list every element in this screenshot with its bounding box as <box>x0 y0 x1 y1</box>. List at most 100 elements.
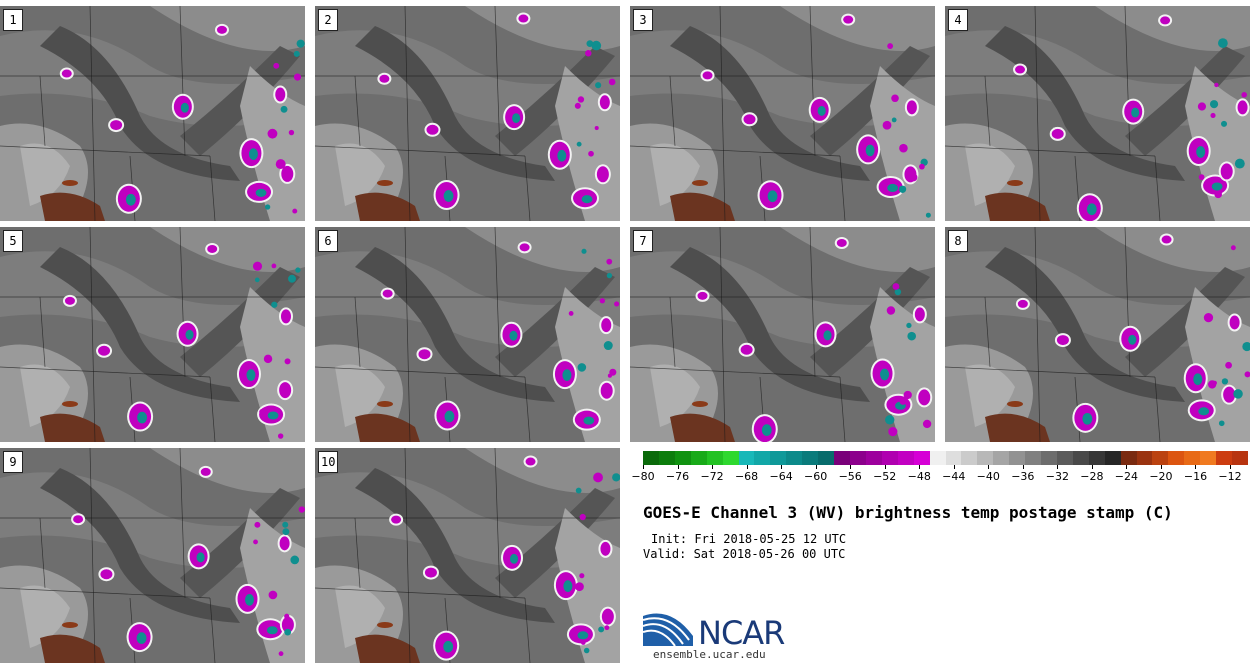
panel-number: 7 <box>633 230 653 252</box>
colorbar-swatch <box>1009 451 1026 465</box>
colorbar-tick-label: −76 <box>665 470 690 483</box>
colorbar-tick-label: −64 <box>769 470 793 483</box>
colorbar-swatch <box>1088 451 1106 465</box>
colorbar-swatch <box>1120 451 1138 465</box>
colorbar-tick-label: −80 <box>631 470 655 483</box>
colorbar-tick-label: −36 <box>1011 470 1035 483</box>
colorbar-swatch <box>658 451 676 465</box>
colorbar-swatch <box>818 451 835 465</box>
wv-image <box>945 6 1250 221</box>
postage-stamp-panel-5[interactable]: 5 <box>0 227 305 442</box>
colorbar-tick-label: −52 <box>873 470 897 483</box>
panel-number: 10 <box>318 451 339 473</box>
colorbar-tick <box>643 465 644 469</box>
colorbar-tick <box>919 465 921 469</box>
colorbar-swatch <box>1168 451 1185 465</box>
colorbar-tick <box>1230 465 1231 469</box>
wv-image <box>315 6 620 221</box>
panel-number: 6 <box>318 230 338 252</box>
colorbar-swatch <box>722 451 739 465</box>
colorbar-swatch <box>1136 451 1153 465</box>
panel-number: 4 <box>948 9 968 31</box>
colorbar-swatch <box>802 451 819 465</box>
postage-stamp-panel-2[interactable]: 2 <box>315 6 620 221</box>
postage-stamp-panel-10[interactable]: 10 <box>315 448 620 663</box>
colorbar-swatch <box>786 451 803 465</box>
colorbar-swatch <box>690 451 708 465</box>
colorbar-swatch <box>754 451 771 465</box>
colorbar-swatch <box>1025 451 1042 465</box>
colorbar-tick <box>1091 465 1093 469</box>
colorbar-tick-label: −16 <box>1183 470 1208 483</box>
wv-image <box>315 227 620 442</box>
colorbar-tick-label: −12 <box>1218 470 1242 483</box>
colorbar-swatch <box>1104 451 1122 465</box>
colorbar-swatch <box>674 451 692 465</box>
colorbar-tick <box>1022 465 1024 469</box>
panel-number: 1 <box>3 9 23 31</box>
colorbar-swatch <box>881 451 899 465</box>
colorbar-swatch <box>1184 451 1201 465</box>
wv-image <box>945 227 1250 442</box>
postage-stamp-panel-1[interactable]: 1 <box>0 6 305 221</box>
colorbar-swatch <box>1041 451 1058 465</box>
colorbar-swatch <box>1216 451 1233 465</box>
colorbar-swatch <box>897 451 915 465</box>
colorbar-swatch <box>706 451 724 465</box>
wv-image <box>0 448 305 663</box>
panel-number: 9 <box>3 451 23 473</box>
colorbar-tick-label: −56 <box>838 470 862 483</box>
colorbar-tick <box>988 465 990 469</box>
colorbar-swatch <box>1152 451 1169 465</box>
colorbar-tick <box>953 465 955 469</box>
logo-url[interactable]: ensemble.ucar.edu <box>653 648 766 661</box>
colorbar-swatch <box>849 451 867 465</box>
colorbar-tick <box>712 465 714 469</box>
postage-stamp-panel-7[interactable]: 7 <box>630 227 935 442</box>
colorbar-swatch <box>1072 451 1090 465</box>
wv-image <box>0 6 305 221</box>
valid-time: Valid: Sat 2018-05-26 00 UTC <box>643 547 846 561</box>
colorbar-tick <box>1160 465 1162 469</box>
colorbar-tick-label: −48 <box>907 470 931 483</box>
postage-stamp-panel-9[interactable]: 9 <box>0 448 305 663</box>
colorbar-tick <box>815 465 817 469</box>
wv-image <box>630 227 935 442</box>
colorbar-tick <box>1126 465 1128 469</box>
postage-stamp-panel-8[interactable]: 8 <box>945 227 1250 442</box>
colorbar-swatch <box>993 451 1010 465</box>
colorbar-swatch <box>738 451 755 465</box>
colorbar-swatch <box>1056 451 1074 465</box>
colorbar-tick-label: −60 <box>804 470 828 483</box>
colorbar-tick <box>1057 465 1059 469</box>
panel-number: 2 <box>318 9 338 31</box>
colorbar-tick <box>781 465 783 469</box>
colorbar: −80 −76 −72 −68 −64 −60 −56 −52 −48 −44 −40 −36 −32−… <box>631 451 1249 487</box>
colorbar-swatch <box>913 451 931 465</box>
wv-image <box>315 448 620 663</box>
colorbar-swatch <box>977 451 994 465</box>
colorbar-tick <box>746 465 748 469</box>
colorbar-swatch <box>1232 451 1249 465</box>
colorbar-tick-label: −32 <box>1045 470 1069 483</box>
wv-image <box>0 227 305 442</box>
colorbar-tick-label: −40 <box>976 470 1000 483</box>
colorbar-tick <box>677 465 679 469</box>
colorbar-swatch <box>643 451 660 465</box>
colorbar-swatch <box>770 451 787 465</box>
colorbar-swatch <box>1200 451 1217 465</box>
panel-number: 3 <box>633 9 653 31</box>
colorbar-tick-label: −20 <box>1149 470 1173 483</box>
ncar-logo[interactable]: NCAR ensemble.ucar.edu <box>643 606 793 662</box>
colorbar-tick-label: −68 <box>734 470 759 483</box>
wv-image <box>630 6 935 221</box>
postage-stamp-panel-6[interactable]: 6 <box>315 227 620 442</box>
postage-stamp-panel-4[interactable]: 4 <box>945 6 1250 221</box>
colorbar-swatch <box>865 451 883 465</box>
ncar-logo-text: NCAR <box>698 614 785 652</box>
postage-stamp-panel-3[interactable]: 3 <box>630 6 935 221</box>
colorbar-swatch <box>834 451 851 465</box>
colorbar-tick-label: −44 <box>942 470 966 483</box>
colorbar-swatch <box>929 451 946 465</box>
colorbar-swatch <box>945 451 962 465</box>
